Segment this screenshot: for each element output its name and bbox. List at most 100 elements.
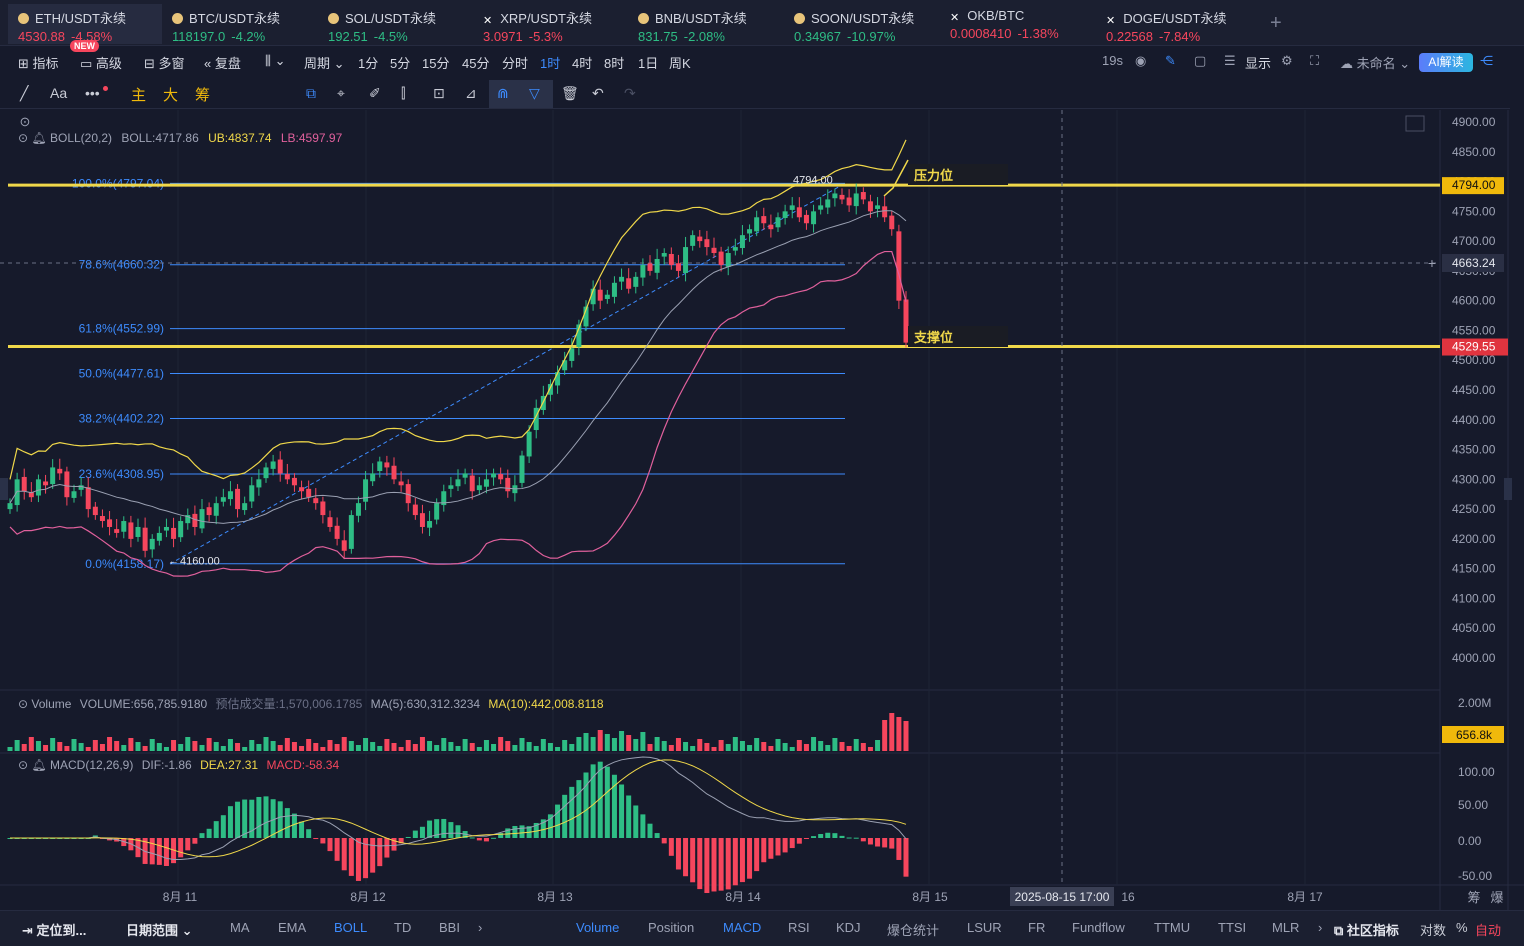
big-order-button[interactable]: 大: [163, 87, 179, 104]
main-indicator-tab[interactable]: BOLL: [334, 920, 368, 935]
interval-button[interactable]: 4时: [572, 56, 593, 71]
interval-button[interactable]: 15分: [422, 56, 450, 71]
volume-bar: [121, 745, 127, 751]
more-tools-button[interactable]: •••: [85, 85, 100, 101]
alert-bell-icon[interactable]: 🔔︎: [31, 758, 47, 772]
main-indicator-tab[interactable]: TD: [394, 920, 412, 935]
ticker-tab[interactable]: BTC/USDT永续 118197.0 -4.2%: [162, 4, 316, 44]
volume-bar: [71, 739, 77, 751]
add-tab-icon[interactable]: +: [1270, 12, 1282, 34]
chips-button[interactable]: 筹: [195, 87, 211, 104]
settings-gear-icon[interactable]: ⚙: [1281, 53, 1293, 68]
display-button[interactable]: 显示: [1245, 56, 1272, 71]
macd-histogram-bar: [782, 838, 788, 853]
ticker-tab[interactable]: SOL/USDT永续 192.51 -4.5%: [318, 4, 472, 44]
candle-body: [320, 501, 326, 516]
main-inds-more-icon[interactable]: ›: [478, 920, 483, 935]
sub-inds-more-icon[interactable]: ›: [1318, 920, 1323, 935]
locate-button[interactable]: ⇥ 定位到...: [22, 923, 87, 938]
macd-histogram-bar: [903, 838, 909, 877]
collapse-icon[interactable]: ⊙: [18, 758, 29, 772]
sub-indicator-tab[interactable]: MACD: [723, 920, 762, 935]
ticker-tab[interactable]: ✕ DOGE/USDT永续 0.22568 -7.84%: [1096, 4, 1250, 44]
sub-indicator-tab[interactable]: KDJ: [836, 920, 861, 935]
replay-button[interactable]: « 复盘: [204, 56, 241, 71]
ticker-tab[interactable]: BNB/USDT永续 831.75 -2.08%: [628, 4, 782, 44]
main-indicator-tab[interactable]: BBI: [439, 920, 460, 935]
interval-button[interactable]: 1分: [358, 56, 379, 71]
ticker-tab[interactable]: ✕ XRP/USDT永续 3.0971 -5.3%: [473, 4, 627, 44]
main-indicator-tab[interactable]: MA: [230, 920, 250, 935]
volume-legend: ⊙ Volume VOLUME:656,785.9180 预估成交量:1,570…: [18, 695, 604, 712]
interval-button[interactable]: 5分: [390, 56, 411, 71]
candle-body: [284, 474, 290, 480]
cloud-layout-button[interactable]: ☁ 未命名 ⌄: [1340, 56, 1411, 71]
brush-icon[interactable]: ✐: [369, 85, 381, 101]
sub-indicator-tab[interactable]: Fundflow: [1072, 920, 1125, 935]
macd-histogram-bar: [683, 838, 689, 877]
period-dropdown[interactable]: 周期 ⌄: [304, 56, 345, 71]
measure-icon[interactable]: ⊿: [465, 85, 477, 101]
interval-button[interactable]: 1日: [638, 56, 659, 71]
price-chart[interactable]: 4900.004850.004800.004750.004700.004650.…: [0, 0, 1524, 910]
auto-scale-toggle[interactable]: 自动: [1475, 923, 1502, 938]
community-indicators-button[interactable]: ⧉ 社区指标: [1334, 923, 1399, 938]
interval-button[interactable]: 8时: [604, 56, 625, 71]
copy-icon[interactable]: ⧉: [306, 85, 316, 101]
interval-button[interactable]: 分时: [502, 56, 529, 71]
percent-toggle[interactable]: %: [1456, 920, 1468, 935]
interval-button[interactable]: 45分: [462, 56, 490, 71]
magnet-icon[interactable]: ⋒: [497, 85, 509, 101]
date-range-dropdown[interactable]: 日期范围 ⌄: [126, 923, 193, 938]
candle-tool-icon[interactable]: ⫿: [401, 85, 406, 101]
volume-bar: [263, 737, 269, 751]
ruler-icon[interactable]: ⌖: [337, 85, 345, 101]
collapse-icon[interactable]: ⊙: [18, 697, 29, 711]
interval-button[interactable]: 1时: [540, 56, 561, 71]
volume-bar: [782, 743, 788, 751]
sub-indicator-tab[interactable]: TTMU: [1154, 920, 1191, 935]
redo-icon[interactable]: ↷: [624, 85, 636, 101]
log-scale-toggle[interactable]: 对数: [1420, 923, 1447, 938]
sub-indicator-tab[interactable]: Volume: [576, 920, 620, 935]
advanced-button[interactable]: ▭ 高级: [80, 56, 122, 71]
text-tool-button[interactable]: Aa: [50, 85, 68, 101]
macd-histogram-bar: [661, 838, 667, 844]
ticker-name: SOON/USDT永续: [811, 11, 915, 26]
ticker-tab[interactable]: ✕ OKB/BTC 0.0008410 -1.38%: [940, 4, 1094, 44]
indicators-button[interactable]: ⊞ 指标: [18, 56, 59, 71]
chart-type-button[interactable]: ⫼ ⌄: [265, 53, 286, 68]
share-icon[interactable]: ⋲: [1480, 53, 1493, 68]
camera-icon[interactable]: ◉: [1135, 53, 1147, 68]
fullscreen-icon[interactable]: ⛶: [1310, 53, 1320, 68]
undo-icon[interactable]: ↶: [592, 85, 604, 101]
sub-indicator-tab[interactable]: Position: [648, 920, 695, 935]
alert-bell-icon[interactable]: 🔔︎: [31, 131, 47, 145]
ticker-tab[interactable]: SOON/USDT永续 0.34967 -10.97%: [784, 4, 938, 44]
sub-indicator-tab[interactable]: RSI: [788, 920, 810, 935]
chart-settings-icon: ⊙: [20, 114, 31, 129]
volume-bar: [867, 747, 873, 751]
main-force-button[interactable]: 主: [131, 87, 147, 104]
note-icon[interactable]: ▢: [1194, 53, 1207, 68]
ai-interpret-button[interactable]: AI解读: [1419, 53, 1473, 72]
collapse-icon[interactable]: ⊙: [18, 131, 29, 145]
sub-indicator-tab[interactable]: TTSI: [1218, 920, 1247, 935]
sub-indicator-tab[interactable]: FR: [1028, 920, 1046, 935]
sub-indicator-tab[interactable]: MLR: [1272, 920, 1300, 935]
main-indicator-tab[interactable]: EMA: [278, 920, 307, 935]
sub-indicator-tab[interactable]: 爆仓统计: [887, 923, 940, 938]
volume-bar: [363, 738, 369, 751]
sub-indicator-tab[interactable]: LSUR: [967, 920, 1002, 935]
pen-icon[interactable]: ✎: [1165, 53, 1176, 68]
interval-button[interactable]: 周K: [669, 56, 691, 71]
trash-icon[interactable]: 🗑: [561, 85, 579, 101]
ticker-tab[interactable]: ETH/USDT永续 4530.88 -4.58% NEW: [8, 4, 162, 52]
multi-window-button[interactable]: ⊟ 多窗: [144, 56, 185, 71]
list-icon[interactable]: ☰: [1224, 53, 1236, 68]
trend-line-icon[interactable]: ╱: [20, 85, 29, 101]
filter-icon[interactable]: ▽: [529, 85, 540, 101]
volume-bar: [227, 739, 233, 751]
lock-icon[interactable]: ⊡: [433, 85, 445, 101]
volume-bar: [434, 745, 440, 751]
